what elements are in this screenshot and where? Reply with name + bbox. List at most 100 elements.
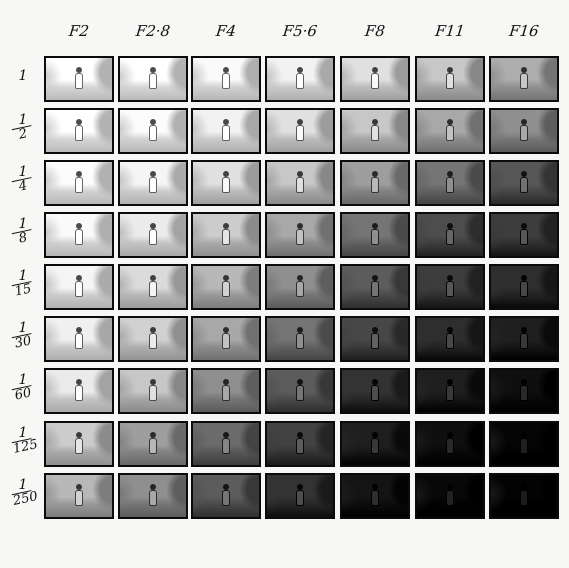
- shutter-speed-label: 1 30: [6, 320, 40, 352]
- person-figure: [150, 119, 156, 143]
- person-figure: [521, 223, 527, 247]
- person-figure: [372, 67, 378, 91]
- person-figure: [521, 432, 527, 456]
- exposure-frame: [340, 421, 410, 467]
- person-figure: [297, 484, 303, 508]
- exposure-frame: [191, 212, 261, 258]
- exposure-frame: [118, 212, 188, 258]
- exposure-frame: [118, 264, 188, 310]
- exposure-frame: [118, 473, 188, 519]
- aperture-label: F8: [364, 22, 386, 40]
- exposure-frame: [489, 212, 559, 258]
- shutter-numerator: 1: [18, 268, 28, 284]
- person-figure: [447, 171, 453, 195]
- person-figure: [297, 327, 303, 351]
- exposure-frame: [265, 56, 335, 102]
- person-figure: [372, 327, 378, 351]
- exposure-frame: [118, 368, 188, 414]
- person-figure: [372, 484, 378, 508]
- shutter-numerator: 1: [18, 112, 28, 128]
- shutter-speed-label: 1: [6, 69, 40, 83]
- shutter-numerator: 1: [18, 477, 28, 493]
- exposure-frame: [415, 421, 485, 467]
- shutter-speed-label: 1 60: [6, 372, 40, 404]
- exposure-frame: [340, 160, 410, 206]
- person-figure: [372, 379, 378, 403]
- person-figure: [447, 484, 453, 508]
- person-figure: [297, 171, 303, 195]
- exposure-frame: [340, 56, 410, 102]
- shutter-denominator: 2: [11, 125, 35, 143]
- shutter-numerator: 1: [18, 320, 28, 336]
- exposure-frame: [415, 212, 485, 258]
- person-figure: [150, 171, 156, 195]
- person-figure: [297, 379, 303, 403]
- person-figure: [223, 223, 229, 247]
- person-figure: [297, 119, 303, 143]
- exposure-frame: [265, 316, 335, 362]
- exposure-frame: [44, 473, 114, 519]
- exposure-frame: [265, 264, 335, 310]
- person-figure: [521, 379, 527, 403]
- person-figure: [372, 171, 378, 195]
- exposure-frame: [265, 473, 335, 519]
- person-figure: [76, 67, 82, 91]
- exposure-frame: [415, 108, 485, 154]
- aperture-label: F4: [215, 22, 237, 40]
- person-figure: [150, 67, 156, 91]
- person-figure: [76, 119, 82, 143]
- person-figure: [447, 379, 453, 403]
- person-figure: [150, 432, 156, 456]
- exposure-frame: [118, 316, 188, 362]
- exposure-frame: [191, 56, 261, 102]
- exposure-frame: [118, 56, 188, 102]
- aperture-label: F16: [508, 22, 540, 40]
- exposure-frame: [415, 160, 485, 206]
- shutter-numerator: 1: [18, 425, 28, 441]
- shutter-denominator: 15: [11, 281, 35, 300]
- exposure-frame: [489, 473, 559, 519]
- exposure-frame: [415, 316, 485, 362]
- person-figure: [447, 119, 453, 143]
- exposure-frame: [265, 160, 335, 206]
- person-figure: [372, 275, 378, 299]
- exposure-frame: [265, 212, 335, 258]
- person-figure: [372, 432, 378, 456]
- person-figure: [76, 275, 82, 299]
- exposure-frame: [44, 108, 114, 154]
- person-figure: [521, 484, 527, 508]
- person-figure: [297, 67, 303, 91]
- person-figure: [223, 327, 229, 351]
- exposure-frame: [340, 316, 410, 362]
- aperture-label: F2·8: [134, 22, 172, 40]
- exposure-frame: [489, 108, 559, 154]
- exposure-frame: [44, 421, 114, 467]
- person-figure: [521, 275, 527, 299]
- exposure-frame: [489, 56, 559, 102]
- exposure-frame: [489, 316, 559, 362]
- exposure-frame: [340, 264, 410, 310]
- exposure-frame: [191, 473, 261, 519]
- exposure-frame: [44, 316, 114, 362]
- person-figure: [223, 484, 229, 508]
- exposure-frame: [340, 368, 410, 414]
- shutter-denominator: 60: [11, 385, 35, 404]
- shutter-numerator: 1: [18, 164, 28, 180]
- person-figure: [223, 67, 229, 91]
- exposure-frame: [44, 264, 114, 310]
- exposure-frame: [415, 264, 485, 310]
- shutter-speed-label: 1 125: [6, 425, 40, 457]
- exposure-frame: [118, 160, 188, 206]
- person-figure: [447, 223, 453, 247]
- person-figure: [150, 223, 156, 247]
- person-figure: [223, 432, 229, 456]
- shutter-speed-label: 1 250: [6, 477, 40, 509]
- person-figure: [223, 119, 229, 143]
- exposure-frame: [340, 473, 410, 519]
- person-figure: [297, 432, 303, 456]
- shutter-numerator: 1: [18, 372, 28, 388]
- person-figure: [150, 275, 156, 299]
- person-figure: [447, 67, 453, 91]
- person-figure: [76, 379, 82, 403]
- exposure-frame: [191, 160, 261, 206]
